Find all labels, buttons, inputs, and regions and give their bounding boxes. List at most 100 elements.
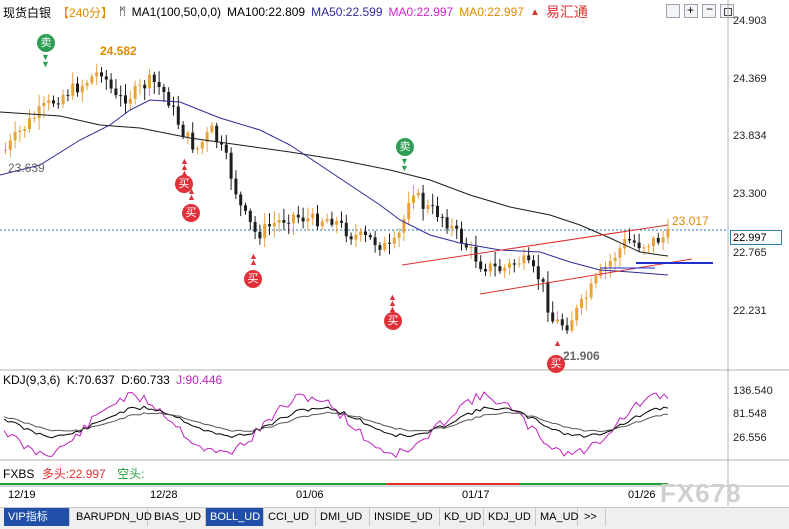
tab-dmi[interactable]: DMI_UD bbox=[316, 508, 370, 526]
low-label: 21.906 bbox=[563, 349, 600, 363]
ma50-value: MA50:22.599 bbox=[311, 5, 383, 19]
candle-body bbox=[186, 132, 190, 137]
candle-body bbox=[340, 220, 343, 223]
candle-body bbox=[172, 105, 175, 107]
date-label: 01/26 bbox=[628, 489, 656, 501]
sell-signal-2[interactable]: 卖 bbox=[396, 138, 414, 156]
candle-body bbox=[109, 79, 113, 89]
candle-body bbox=[157, 81, 161, 87]
candle-body bbox=[76, 83, 79, 93]
candle-body bbox=[282, 220, 286, 223]
candle-body bbox=[666, 228, 670, 238]
candle-body bbox=[234, 178, 238, 195]
candle-body bbox=[47, 100, 51, 103]
buy-signal-1[interactable]: 买 bbox=[175, 175, 193, 193]
candle-body bbox=[272, 223, 276, 227]
candle-body bbox=[330, 218, 334, 225]
tab-barupdn[interactable]: BARUPDN_UD bbox=[72, 508, 152, 526]
tab-ma[interactable]: MA_UD bbox=[536, 508, 579, 526]
period-label[interactable]: 【240分】 bbox=[57, 5, 114, 20]
price-tick: 22.231 bbox=[733, 305, 767, 317]
plus-button[interactable]: + bbox=[684, 3, 698, 18]
tab-vip[interactable]: VIP指标 bbox=[4, 508, 70, 526]
buy-signal-5[interactable]: 买 bbox=[547, 355, 565, 373]
ma-params-label[interactable]: MA1(100,50,0,0) bbox=[131, 5, 222, 19]
date-label: 12/19 bbox=[8, 489, 36, 501]
candle-body bbox=[498, 266, 502, 272]
candle-body bbox=[80, 85, 84, 93]
buy-arrow-icon: ▲ ▲ bbox=[187, 186, 196, 202]
buy-arrow-icon: ▲ ▲ ▲ bbox=[388, 292, 397, 314]
tab-boll[interactable]: BOLL_UD bbox=[206, 508, 264, 526]
candle-body bbox=[66, 94, 70, 96]
candle-body bbox=[556, 319, 559, 322]
fxbs-name: FXBS bbox=[3, 467, 35, 481]
candle-body bbox=[253, 221, 257, 232]
candle-body bbox=[224, 144, 228, 153]
candle-body bbox=[8, 140, 12, 150]
candle-body bbox=[455, 225, 459, 229]
tab-bias[interactable]: BIAS_UD bbox=[150, 508, 206, 526]
tab-cci[interactable]: CCI_UD bbox=[264, 508, 316, 526]
minimize-button[interactable]: − bbox=[702, 2, 716, 18]
candle-body bbox=[248, 210, 252, 222]
candle-body bbox=[301, 217, 305, 222]
sell-signal-1[interactable]: 卖 bbox=[37, 34, 55, 52]
price-tick: 24.903 bbox=[733, 15, 767, 27]
candle-body bbox=[416, 192, 420, 196]
candle-body bbox=[445, 217, 449, 229]
candle-body bbox=[263, 224, 267, 239]
start-label: 23.639 bbox=[8, 161, 45, 175]
buy-signal-2[interactable]: 买 bbox=[182, 204, 200, 222]
buy-signal-4[interactable]: 买 bbox=[384, 312, 402, 330]
kdj-name: KDJ(9,3,6) bbox=[3, 373, 61, 387]
buy-arrow-icon: ▲ ▲ bbox=[249, 251, 258, 267]
candle-body bbox=[71, 83, 75, 96]
candle-body bbox=[56, 103, 60, 105]
tab-bar bbox=[0, 507, 789, 529]
candle-body bbox=[517, 263, 521, 265]
candle-body bbox=[215, 125, 219, 143]
tab-kdj[interactable]: KDJ_UD bbox=[484, 508, 536, 526]
ma0-value-a: MA0:22.997 bbox=[388, 5, 454, 19]
candle-body bbox=[378, 245, 382, 250]
candle-body bbox=[205, 132, 209, 143]
buy-signal-3[interactable]: 买 bbox=[244, 270, 262, 288]
sell-arrow-icon: ▼ ▼ bbox=[41, 52, 50, 69]
candle-body bbox=[143, 84, 147, 89]
candle-body bbox=[536, 266, 540, 280]
candle-body bbox=[575, 307, 579, 321]
candle-body bbox=[220, 142, 223, 145]
kdj-k-line bbox=[3, 405, 669, 439]
tab-inside[interactable]: INSIDE_UD bbox=[370, 508, 440, 526]
candle-body bbox=[364, 231, 367, 236]
candle-body bbox=[431, 205, 435, 207]
brand-label: 易汇通 bbox=[545, 4, 588, 20]
fxbs-header: FXBS 多头:22.997 空头: bbox=[3, 465, 144, 482]
grid-toggle-button[interactable] bbox=[666, 4, 680, 18]
channel-lower-line bbox=[479, 258, 693, 295]
candle-body bbox=[90, 76, 94, 83]
kdj-k-value: K:70.637 bbox=[66, 373, 115, 387]
ma0-value-b: MA0:22.997 bbox=[459, 5, 524, 19]
candle-body bbox=[320, 221, 324, 227]
candle-body bbox=[551, 312, 555, 322]
recent-label: 23.017 bbox=[672, 214, 709, 228]
kdj-j-value: J:90.446 bbox=[176, 373, 223, 387]
candle-body bbox=[359, 231, 363, 235]
date-label: 01/06 bbox=[296, 489, 324, 501]
channel-upper-line bbox=[401, 224, 669, 266]
candle-body bbox=[484, 269, 487, 272]
candle-body bbox=[4, 149, 7, 151]
candle-body bbox=[594, 276, 598, 284]
candle-body bbox=[421, 192, 425, 209]
buy-arrow-icon: ▲ ▲ ▲ bbox=[180, 156, 189, 178]
tab-kd[interactable]: KD_UD bbox=[440, 508, 484, 526]
candle-body bbox=[200, 142, 204, 149]
candle-body bbox=[349, 236, 353, 240]
candle-body bbox=[152, 74, 156, 82]
candle-body bbox=[28, 118, 31, 130]
chart-header: 现货白银 【240分】 ᛗ MA1(100,50,0,0) MA100:22.8… bbox=[3, 3, 588, 21]
tab-more[interactable]: >> bbox=[580, 508, 606, 526]
